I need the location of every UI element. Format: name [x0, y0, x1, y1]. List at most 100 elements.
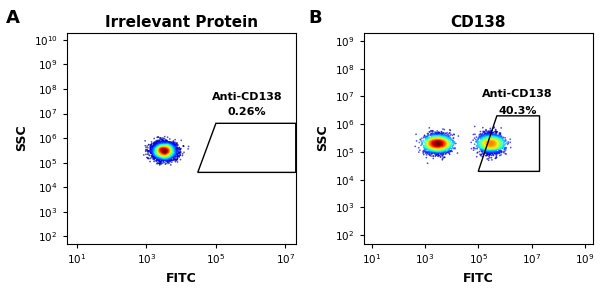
Point	[437, 145, 447, 150]
Point	[170, 148, 179, 152]
Point	[159, 154, 168, 158]
Point	[483, 145, 493, 150]
Point	[149, 159, 159, 164]
Point	[159, 148, 168, 152]
Point	[434, 139, 444, 144]
Point	[157, 148, 167, 153]
Point	[154, 151, 163, 155]
Point	[156, 153, 166, 158]
Point	[156, 142, 165, 147]
Point	[485, 136, 495, 141]
Point	[429, 139, 439, 144]
Point	[160, 152, 170, 157]
Point	[174, 154, 184, 159]
Point	[437, 149, 447, 154]
Point	[433, 147, 443, 152]
Point	[490, 134, 500, 139]
Point	[429, 144, 439, 149]
Point	[148, 148, 157, 153]
Point	[151, 149, 160, 154]
Point	[488, 146, 498, 150]
Point	[478, 139, 488, 144]
Point	[154, 150, 164, 155]
Point	[155, 153, 165, 158]
Point	[158, 142, 168, 147]
Point	[431, 137, 441, 142]
Point	[429, 138, 439, 143]
Point	[160, 153, 170, 158]
Point	[484, 146, 494, 151]
Point	[156, 150, 165, 154]
Point	[159, 146, 168, 150]
Point	[155, 147, 165, 152]
Point	[159, 150, 168, 155]
Point	[428, 140, 438, 144]
Point	[422, 138, 431, 142]
Point	[154, 152, 163, 157]
Point	[435, 146, 445, 150]
Point	[478, 144, 488, 149]
Point	[424, 141, 434, 146]
Point	[479, 140, 489, 145]
Point	[435, 138, 445, 143]
Point	[415, 137, 425, 142]
Point	[440, 140, 450, 145]
Point	[157, 148, 167, 152]
Point	[157, 146, 167, 151]
Point	[479, 151, 489, 155]
Point	[160, 143, 170, 148]
Point	[163, 152, 173, 157]
Point	[432, 140, 442, 145]
Point	[491, 144, 501, 148]
Point	[486, 142, 496, 147]
Point	[165, 145, 174, 150]
Point	[432, 150, 442, 154]
Point	[165, 148, 174, 153]
Point	[492, 138, 501, 143]
Point	[481, 137, 491, 142]
Point	[162, 141, 171, 146]
Point	[167, 147, 176, 152]
Point	[494, 136, 504, 140]
Point	[157, 141, 167, 146]
Point	[442, 142, 451, 147]
Point	[429, 143, 439, 148]
Point	[428, 132, 438, 136]
Point	[157, 145, 167, 149]
Point	[154, 148, 163, 153]
Point	[156, 147, 166, 152]
Point	[161, 151, 171, 155]
Point	[440, 140, 450, 145]
Point	[484, 148, 494, 152]
Point	[436, 140, 445, 145]
Point	[148, 144, 158, 148]
Point	[480, 138, 490, 142]
Point	[495, 146, 505, 150]
Point	[170, 146, 179, 151]
Point	[440, 137, 450, 142]
Point	[490, 146, 500, 150]
Point	[157, 145, 167, 150]
Point	[488, 142, 498, 146]
Point	[172, 142, 182, 147]
Point	[439, 145, 449, 150]
Point	[154, 145, 163, 150]
Point	[162, 139, 171, 144]
Point	[164, 148, 174, 152]
Point	[435, 143, 445, 148]
Point	[159, 158, 169, 163]
Point	[476, 140, 486, 145]
Point	[439, 141, 449, 146]
Point	[160, 162, 170, 167]
Point	[167, 157, 176, 162]
Point	[428, 145, 437, 150]
Point	[491, 141, 501, 146]
Point	[485, 136, 495, 141]
Point	[148, 141, 158, 146]
Text: Anti-CD138: Anti-CD138	[483, 89, 553, 99]
Point	[160, 146, 170, 151]
Point	[433, 145, 443, 150]
Point	[435, 133, 445, 138]
Point	[149, 149, 159, 154]
Point	[432, 145, 442, 149]
